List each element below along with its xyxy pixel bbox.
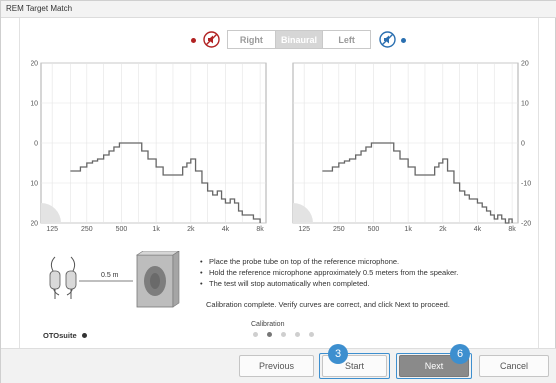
y-tick-label: 20 (521, 61, 529, 68)
cancel-button[interactable]: Cancel (479, 355, 549, 377)
right-ear-indicator-dot (191, 38, 196, 43)
brand-name: OTOsuite (43, 331, 77, 340)
y-tick-label: 10 (521, 101, 529, 108)
y-tick-label: -10 (521, 181, 531, 188)
x-tick-label: 1k (152, 226, 160, 233)
y-tick-label: -20 (521, 221, 531, 228)
left-speaker-icon[interactable] (379, 31, 396, 48)
probe-speaker-illustration: 0.5 m (49, 250, 180, 308)
x-tick-label: 125 (298, 226, 310, 233)
setup-illustration: 0.5 m (41, 250, 191, 321)
instruction-list: Place the probe tube on top of the refer… (199, 256, 519, 289)
x-tick-label: 1k (404, 226, 412, 233)
left-ear-curve (322, 142, 513, 224)
status-message: Calibration complete. Verify curves are … (206, 300, 450, 309)
progress-step-dot (295, 332, 300, 337)
y-tick-label: -20 (31, 221, 38, 228)
y-tick-label: 20 (31, 61, 38, 68)
ear-selector: Right Binaural Left (227, 30, 371, 49)
brand-logo: OTOsuite (43, 331, 87, 340)
x-tick-label: 8k (256, 226, 264, 233)
progress-step-dot (309, 332, 314, 337)
ear-option-binaural[interactable]: Binaural (275, 31, 324, 48)
x-tick-label: 250 (81, 226, 93, 233)
mute-speaker-icon[interactable] (203, 31, 220, 48)
instruction-item: The test will stop automatically when co… (199, 278, 519, 289)
right-ear-chart: 20 10 0 -10 -20 125 250 500 1k 2k 4k 8k (28, 53, 286, 238)
y-tick-label: -10 (31, 181, 38, 188)
chart-corner-marker (293, 203, 313, 223)
x-tick-label: 2k (439, 226, 447, 233)
ear-option-right[interactable]: Right (228, 31, 276, 48)
chart-corner-marker (41, 203, 61, 223)
step-badge-start: 3 (328, 344, 348, 364)
progress-label: Calibration (251, 321, 285, 328)
step-badge-next: 6 (450, 344, 470, 364)
step-progress: Calibration (251, 321, 321, 337)
left-ear-indicator-dot (401, 38, 406, 43)
instruction-item: Hold the reference microphone approximat… (199, 267, 519, 278)
distance-label: 0.5 m (101, 272, 119, 279)
x-tick-label: 250 (333, 226, 345, 233)
brand-dot-icon (81, 333, 87, 338)
progress-step-dot (253, 332, 258, 337)
ear-option-left[interactable]: Left (338, 34, 355, 45)
y-tick-label: 10 (31, 101, 38, 108)
x-tick-label: 125 (46, 226, 58, 233)
right-ear-curve (70, 142, 261, 223)
next-highlight (396, 353, 472, 379)
previous-button[interactable]: Previous (239, 355, 314, 377)
progress-steps (253, 332, 321, 337)
x-tick-label: 500 (116, 226, 128, 233)
left-ear-chart: 20 10 0 -10 -20 125 250 500 1k 2k 4k 8k (283, 53, 538, 238)
window-title: REM Target Match (6, 4, 73, 13)
x-tick-label: 4k (474, 226, 482, 233)
title-bar: REM Target Match (1, 1, 556, 18)
y-tick-label: 0 (34, 141, 38, 148)
progress-step-dot (281, 332, 286, 337)
left-ear-chart-svg: 20 10 0 -10 -20 125 250 500 1k 2k 4k 8k (292, 61, 531, 233)
x-tick-label: 2k (187, 226, 195, 233)
right-ear-chart-svg: 20 10 0 -10 -20 125 250 500 1k 2k 4k 8k (28, 61, 267, 233)
x-tick-label: 500 (368, 226, 380, 233)
x-tick-label: 4k (222, 226, 230, 233)
x-tick-label: 8k (508, 226, 516, 233)
start-highlight (319, 353, 390, 379)
instruction-item: Place the probe tube on top of the refer… (199, 256, 519, 267)
progress-step-dot-current (267, 332, 272, 337)
y-tick-label: 0 (521, 141, 525, 148)
